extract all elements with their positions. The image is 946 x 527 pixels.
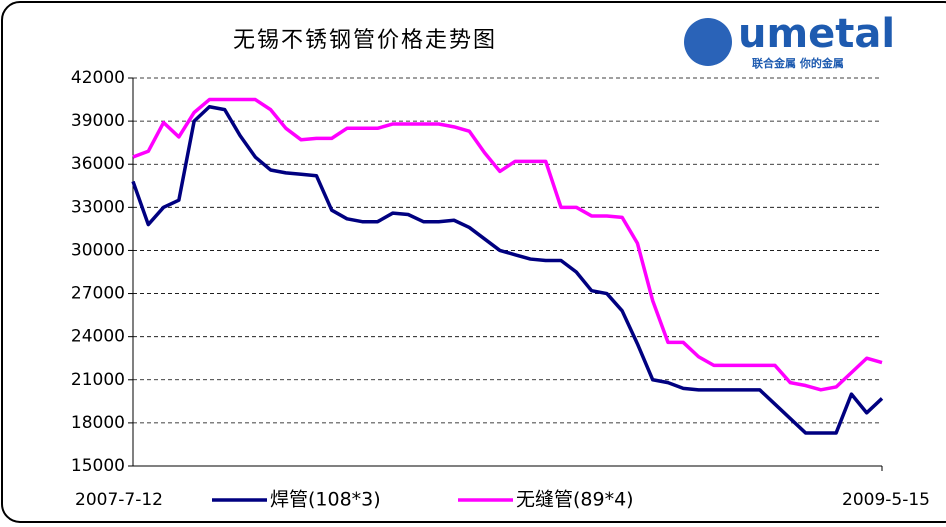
y-tick-label: 24000: [71, 327, 125, 347]
chart-title: 无锡不锈钢管价格走势图: [233, 28, 497, 53]
y-tick-label: 21000: [71, 370, 125, 390]
y-tick-label: 33000: [71, 197, 125, 217]
y-tick-label: 27000: [71, 284, 125, 304]
y-tick-label: 39000: [71, 111, 125, 131]
legend-label: 无缝管(89*4): [516, 489, 634, 511]
series-line: [131, 104, 884, 435]
x-tick-label: 2007-7-12: [75, 490, 163, 510]
y-tick-label: 36000: [71, 154, 125, 174]
series-line: [132, 97, 883, 392]
y-tick-label: 15000: [71, 456, 125, 476]
logo-icon: [684, 18, 732, 66]
x-tick-label: 2009-5-15: [842, 490, 930, 510]
logo-name: umetal: [738, 11, 895, 57]
y-tick-label: 42000: [71, 68, 125, 88]
legend-label: 焊管(108*3): [270, 489, 381, 511]
logo-tagline: 联合金属 你的金属: [752, 56, 844, 70]
y-tick-label: 30000: [71, 240, 125, 260]
y-tick-label: 18000: [71, 413, 125, 433]
